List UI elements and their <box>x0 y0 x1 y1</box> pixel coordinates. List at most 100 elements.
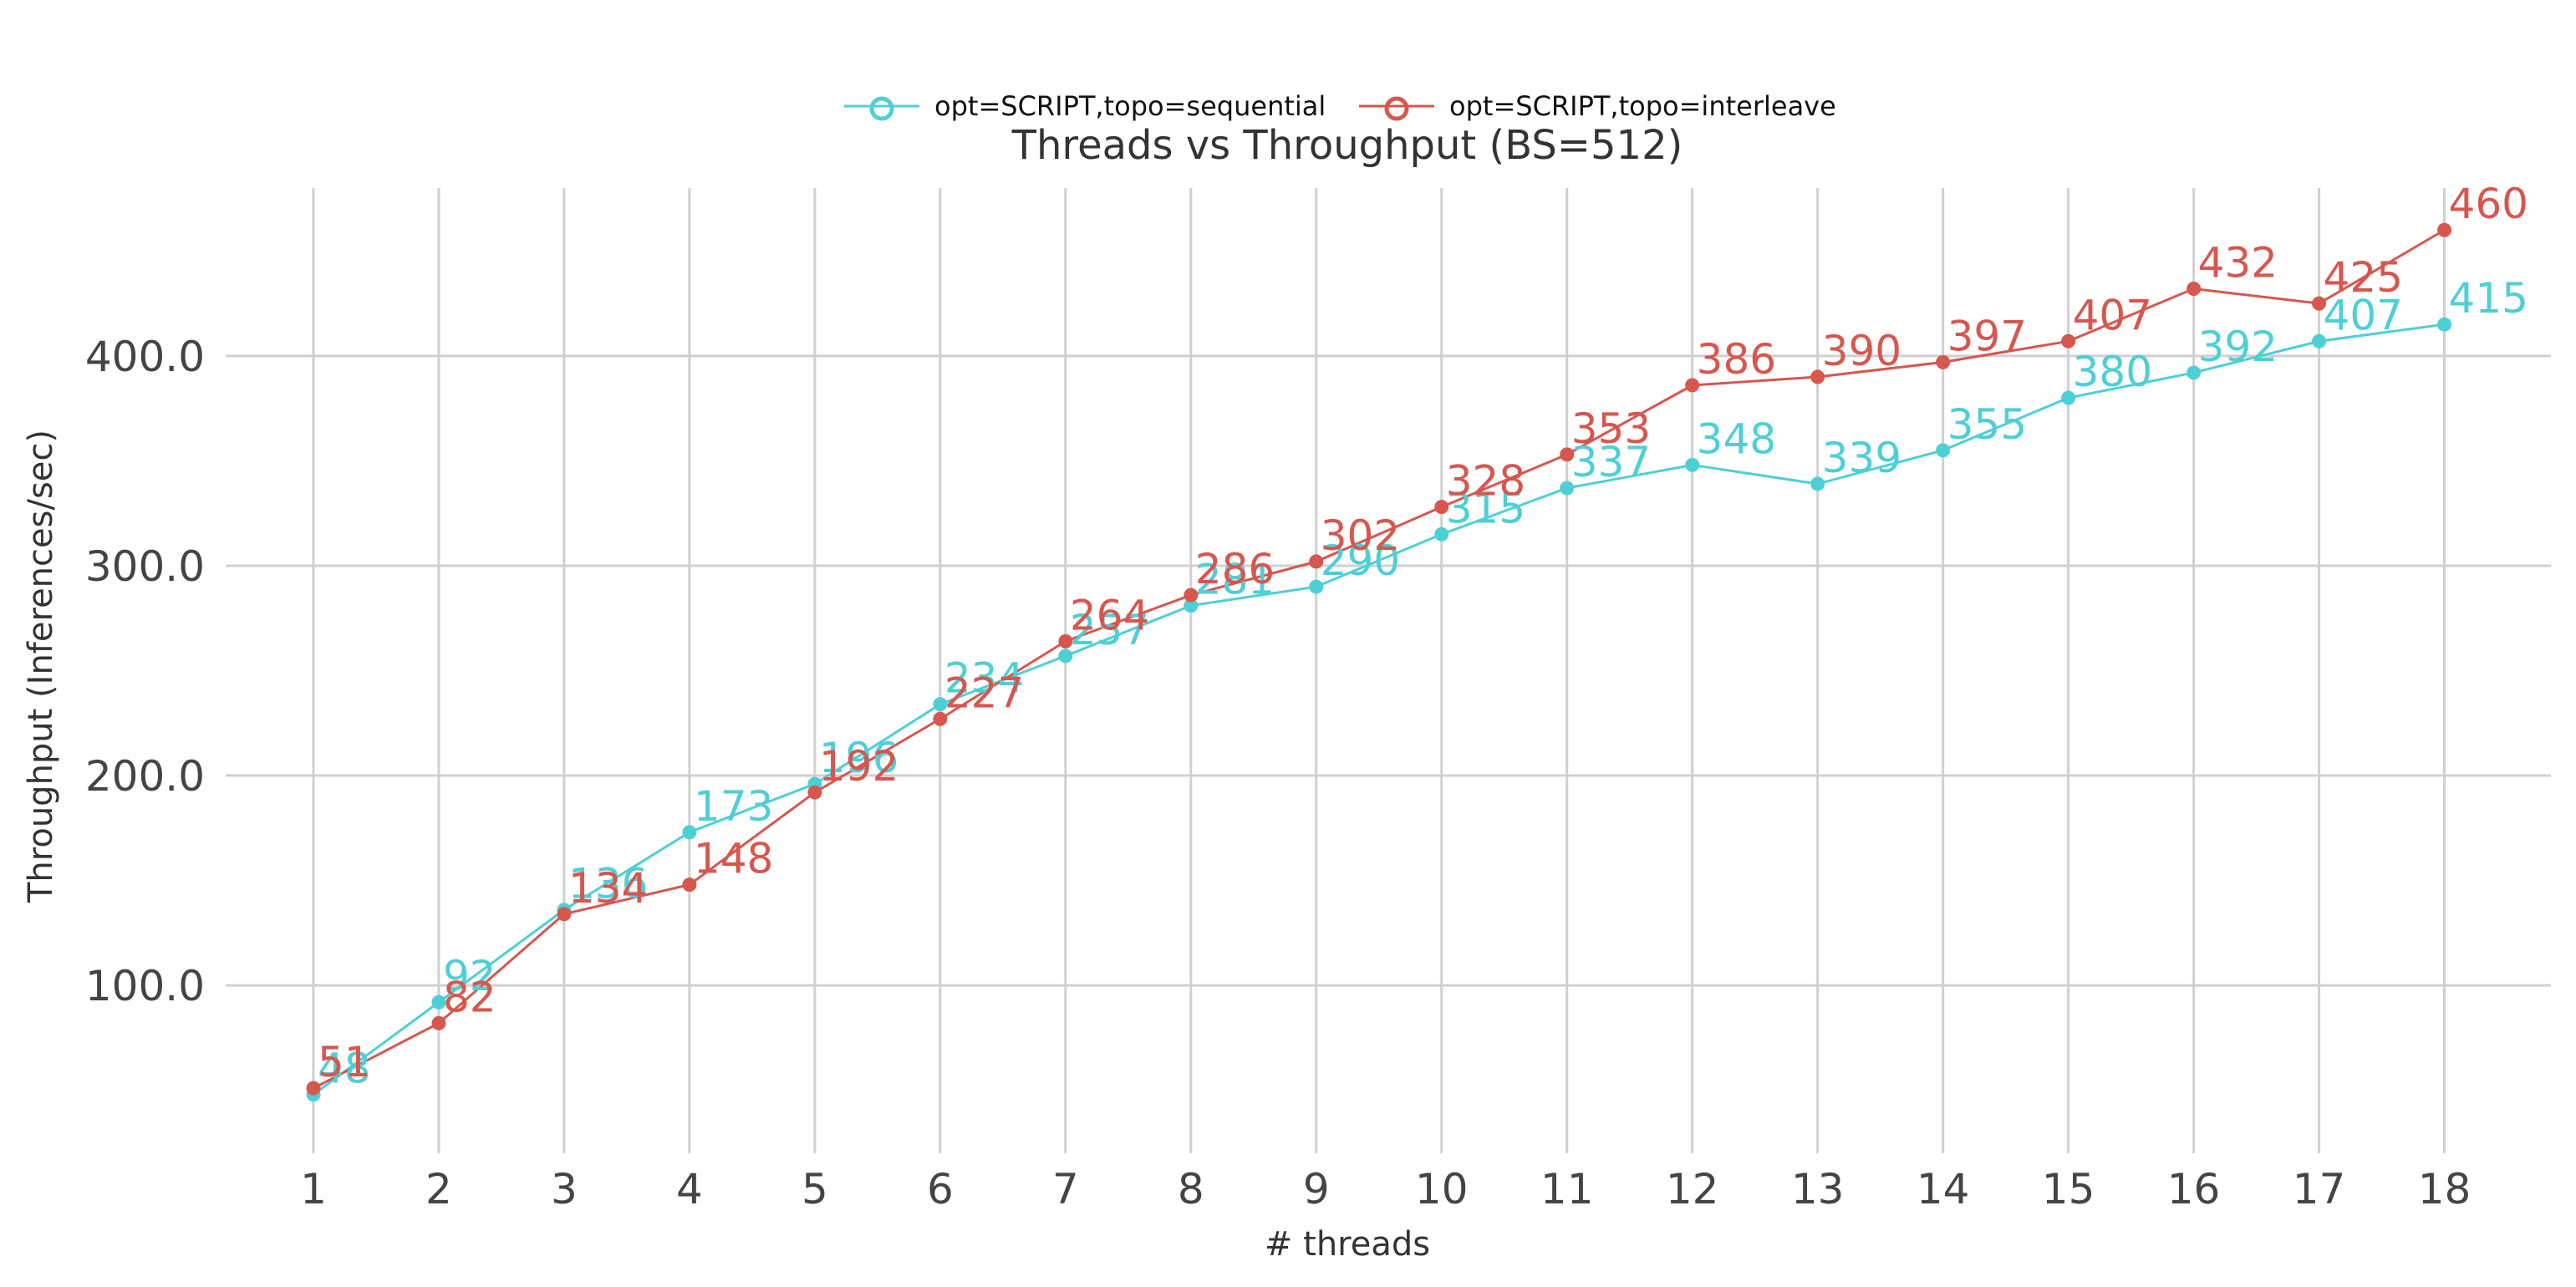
data-point <box>1560 481 1575 496</box>
data-label: 415 <box>2449 274 2528 323</box>
data-point <box>2312 333 2327 348</box>
data-label: 355 <box>1947 400 2027 449</box>
y-tick-label: 100.0 <box>85 962 205 1010</box>
data-point <box>1560 447 1575 462</box>
data-label: 257 <box>1070 606 1149 654</box>
x-tick-label: 3 <box>551 1165 578 1213</box>
legend-label: opt=SCRIPT,topo=interleave <box>1449 90 1836 122</box>
data-label: 92 <box>443 952 496 1000</box>
data-point <box>1936 443 1951 458</box>
legend-marker-swatch <box>1384 96 1409 121</box>
x-tick-label: 11 <box>1540 1165 1594 1213</box>
data-point <box>2061 333 2076 348</box>
data-label: 432 <box>2198 239 2278 287</box>
x-tick-label: 12 <box>1666 1165 1719 1213</box>
data-point <box>682 825 697 840</box>
x-tick-label: 8 <box>1178 1165 1204 1213</box>
x-tick-label: 4 <box>676 1165 703 1213</box>
data-point <box>1184 598 1199 613</box>
data-label: 407 <box>2073 291 2152 339</box>
data-label: 281 <box>1195 556 1275 604</box>
series-line <box>306 317 2452 1102</box>
data-point <box>557 907 572 922</box>
data-label: 397 <box>1947 312 2027 360</box>
x-tick-label: 7 <box>1052 1165 1079 1213</box>
data-label: 48 <box>318 1045 371 1093</box>
y-axis-title: Throughput (Inferences/sec) <box>22 430 60 903</box>
data-label: 390 <box>1822 327 1901 375</box>
series-polyline <box>313 228 2446 1090</box>
data-point <box>1058 633 1073 649</box>
data-point <box>1434 526 1449 542</box>
x-tick-label: 13 <box>1791 1165 1845 1213</box>
data-point <box>933 711 948 726</box>
y-tick-label: 400.0 <box>85 333 205 381</box>
data-point <box>1810 369 1825 384</box>
data-label: 348 <box>1697 415 1776 463</box>
x-tick-label: 10 <box>1415 1165 1469 1213</box>
data-label: 192 <box>819 742 899 791</box>
data-point <box>431 994 446 1010</box>
data-point <box>2187 365 2202 380</box>
data-label: 148 <box>694 835 773 883</box>
data-label: 82 <box>443 973 496 1021</box>
x-tick-label: 15 <box>2042 1165 2095 1213</box>
data-point <box>306 1081 321 1096</box>
chart-title: Threads vs Throughput (BS=512) <box>1011 122 1683 169</box>
x-tick-label: 14 <box>1917 1165 1970 1213</box>
data-label: 173 <box>694 782 773 831</box>
x-tick-label: 18 <box>2418 1165 2472 1213</box>
data-point <box>682 878 697 893</box>
x-tick-label: 2 <box>425 1165 452 1213</box>
data-point <box>1936 354 1951 369</box>
data-point <box>1810 476 1825 491</box>
data-point <box>2437 317 2452 332</box>
data-label: 328 <box>1446 457 1525 506</box>
legend-entry: opt=SCRIPT,topo=interleave <box>1359 90 1836 122</box>
y-tick-label: 200.0 <box>85 752 205 801</box>
data-point <box>1685 457 1700 472</box>
x-tick-label: 6 <box>927 1165 954 1213</box>
data-label: 386 <box>1697 335 1776 384</box>
data-point <box>2187 282 2202 297</box>
data-point <box>807 785 822 800</box>
series-layer <box>306 222 2452 1102</box>
data-label: 264 <box>1070 591 1149 639</box>
data-label: 51 <box>318 1038 371 1086</box>
data-point <box>1309 579 1324 594</box>
data-point <box>1434 500 1449 515</box>
data-point <box>2312 296 2327 311</box>
data-label: 234 <box>944 654 1024 703</box>
axis-ticks: 1 2 3 4 5 6 7 8 9 10 11 12 13 14 15 16 17 18100.0200.0300… <box>85 333 2471 1213</box>
y-tick-label: 300.0 <box>85 542 205 591</box>
data-label: 302 <box>1321 511 1400 560</box>
data-label: 227 <box>944 669 1024 717</box>
data-label: 134 <box>568 864 648 913</box>
data-label: 196 <box>819 734 899 782</box>
x-tick-label: 9 <box>1303 1165 1330 1213</box>
data-point <box>933 697 948 712</box>
x-axis-title: # threads <box>1265 1225 1430 1264</box>
data-label: 290 <box>1321 537 1400 585</box>
data-point <box>1309 554 1324 569</box>
x-tick-label: 5 <box>802 1165 828 1213</box>
legend-entry: opt=SCRIPT,topo=sequential <box>844 90 1326 122</box>
data-point <box>2437 222 2452 237</box>
data-point <box>2061 390 2076 405</box>
series-polyline <box>313 323 2445 1096</box>
data-label: 460 <box>2449 180 2528 228</box>
x-tick-label: 1 <box>300 1165 327 1213</box>
grid <box>226 188 2551 1153</box>
series-line <box>306 222 2452 1096</box>
x-tick-label: 17 <box>2293 1165 2346 1213</box>
data-point <box>1058 649 1073 664</box>
x-tick-label: 16 <box>2167 1165 2221 1213</box>
data-label: 136 <box>568 860 648 908</box>
data-point <box>431 1015 446 1030</box>
data-label: 425 <box>2324 253 2403 302</box>
data-label: 392 <box>2198 323 2278 371</box>
data-labels: 48 92 136 173 196 234 257 281 290 315 337 348 339 355… <box>318 180 2528 1092</box>
legend-marker-swatch <box>869 96 894 121</box>
legend: opt=SCRIPT,topo=sequential opt=SCRIPT,top… <box>844 90 1836 122</box>
